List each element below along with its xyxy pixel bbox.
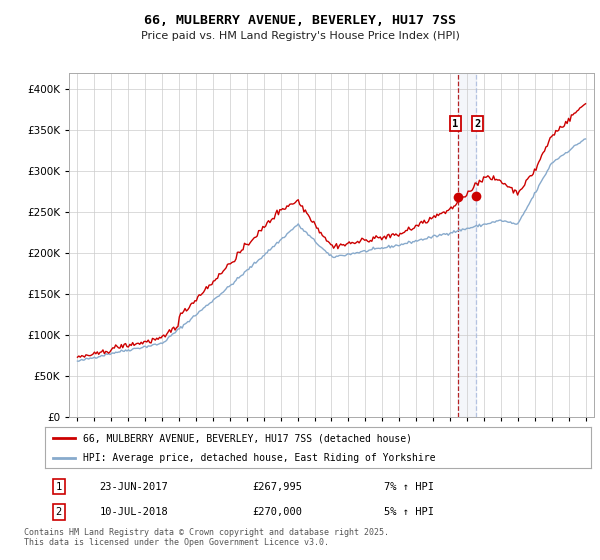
Bar [458,73,476,417]
Text: 66, MULBERRY AVENUE, BEVERLEY, HU17 7SS (detached house): 66, MULBERRY AVENUE, BEVERLEY, HU17 7SS … [83,433,412,443]
Text: £267,995: £267,995 [253,482,302,492]
Text: 1: 1 [56,482,62,492]
Text: 2: 2 [475,119,481,129]
Text: 1: 1 [452,119,458,129]
Text: 7% ↑ HPI: 7% ↑ HPI [383,482,434,492]
Text: 66, MULBERRY AVENUE, BEVERLEY, HU17 7SS: 66, MULBERRY AVENUE, BEVERLEY, HU17 7SS [144,14,456,27]
Text: Contains HM Land Registry data © Crown copyright and database right 2025.
This d: Contains HM Land Registry data © Crown c… [24,528,389,547]
Text: £270,000: £270,000 [253,507,302,517]
Text: 23-JUN-2017: 23-JUN-2017 [100,482,169,492]
Text: Price paid vs. HM Land Registry's House Price Index (HPI): Price paid vs. HM Land Registry's House … [140,31,460,41]
Text: 2: 2 [56,507,62,517]
Text: HPI: Average price, detached house, East Riding of Yorkshire: HPI: Average price, detached house, East… [83,454,436,463]
Text: 5% ↑ HPI: 5% ↑ HPI [383,507,434,517]
Text: 10-JUL-2018: 10-JUL-2018 [100,507,169,517]
